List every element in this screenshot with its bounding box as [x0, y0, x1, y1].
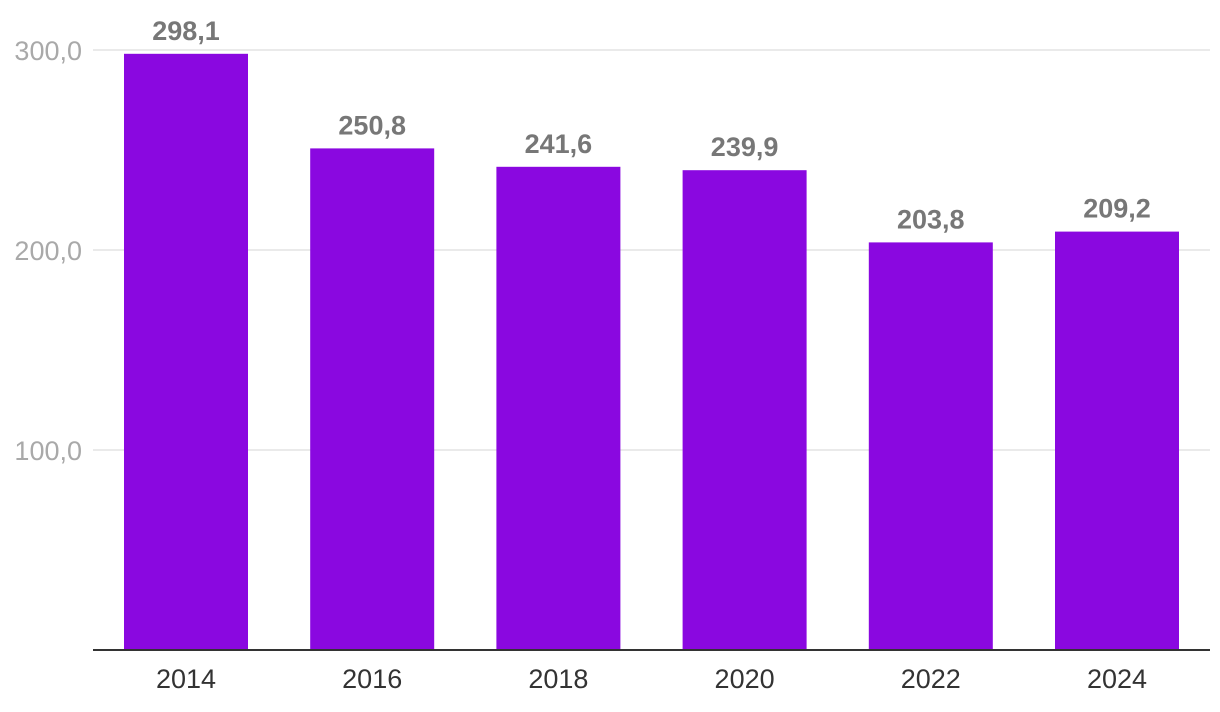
x-tick-label: 2014	[156, 664, 216, 694]
y-axis: 100,0 200,0 300,0	[14, 36, 82, 466]
data-label: 298,1	[152, 16, 220, 46]
bar-2016	[310, 148, 435, 650]
bar-2020	[682, 170, 807, 650]
data-label: 239,9	[711, 132, 779, 162]
data-label: 250,8	[338, 110, 406, 140]
x-tick-label: 2018	[528, 664, 588, 694]
y-tick-label: 200,0	[14, 236, 82, 266]
x-tick-label: 2024	[1087, 664, 1147, 694]
x-axis: 2014 2016 2018 2020 2022 2024	[93, 649, 1210, 694]
x-tick-label: 2022	[901, 664, 961, 694]
bars	[124, 53, 1179, 651]
x-tick-label: 2016	[342, 664, 402, 694]
data-label: 203,8	[897, 204, 965, 234]
gridlines	[93, 49, 1210, 451]
y-tick-label: 300,0	[14, 36, 82, 66]
bar-2022	[868, 242, 993, 650]
bar-2018	[496, 166, 621, 651]
bar-2014	[124, 53, 248, 651]
y-tick-label: 100,0	[14, 436, 82, 466]
x-tick-label: 2020	[715, 664, 775, 694]
data-label: 209,2	[1083, 194, 1151, 224]
bar-2024	[1055, 231, 1179, 650]
data-labels: 298,1 250,8 241,6 239,9 203,8 209,2	[152, 16, 1151, 235]
data-label: 241,6	[525, 129, 593, 159]
